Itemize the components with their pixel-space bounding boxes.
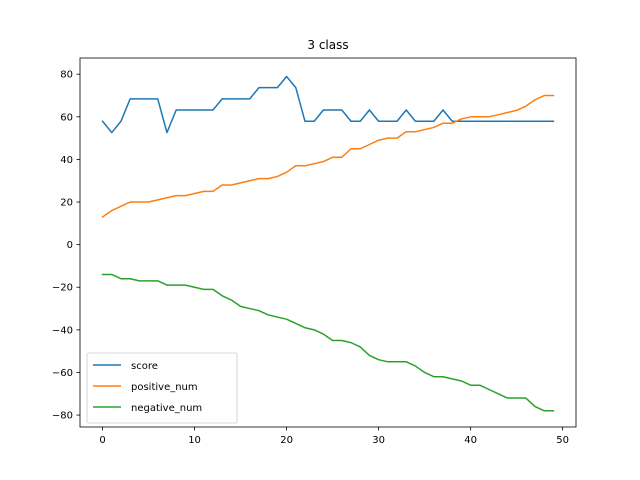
axes-frame xyxy=(79,57,577,428)
legend-label-negative_num: negative_num xyxy=(131,403,202,414)
x-tick-label: 20 xyxy=(280,435,293,446)
y-tick-label: 80 xyxy=(60,70,73,81)
y-tick-label: −60 xyxy=(52,368,73,379)
legend-label-score: score xyxy=(131,361,158,372)
series-line-score xyxy=(101,75,555,134)
x-tick-label: 0 xyxy=(99,435,105,446)
y-tick-label: −20 xyxy=(52,283,73,294)
x-tick-label: 40 xyxy=(464,435,477,446)
y-tick-label: 60 xyxy=(60,112,73,123)
y-tick-label: 20 xyxy=(60,198,73,209)
series-line-positive_num xyxy=(101,94,555,218)
y-tick-label: −40 xyxy=(52,325,73,336)
series-line-negative_num xyxy=(101,273,555,412)
series-layer xyxy=(101,75,555,412)
legend: score positive_num negative_num xyxy=(86,352,238,424)
axes-layer: 0 10 20 30 40 50 −80 −60 −40 −20 0 20 40 60 80 xyxy=(52,57,577,446)
y-tick-label: 0 xyxy=(67,240,73,251)
legend-label-positive_num: positive_num xyxy=(131,382,198,393)
x-tick-label: 10 xyxy=(188,435,201,446)
y-tick-label: 40 xyxy=(60,155,73,166)
legend-box xyxy=(86,352,238,424)
x-tick-label: 50 xyxy=(556,435,569,446)
chart-title: 3 class xyxy=(307,38,348,52)
y-tick-label: −80 xyxy=(52,411,73,422)
x-tick-label: 30 xyxy=(372,435,385,446)
